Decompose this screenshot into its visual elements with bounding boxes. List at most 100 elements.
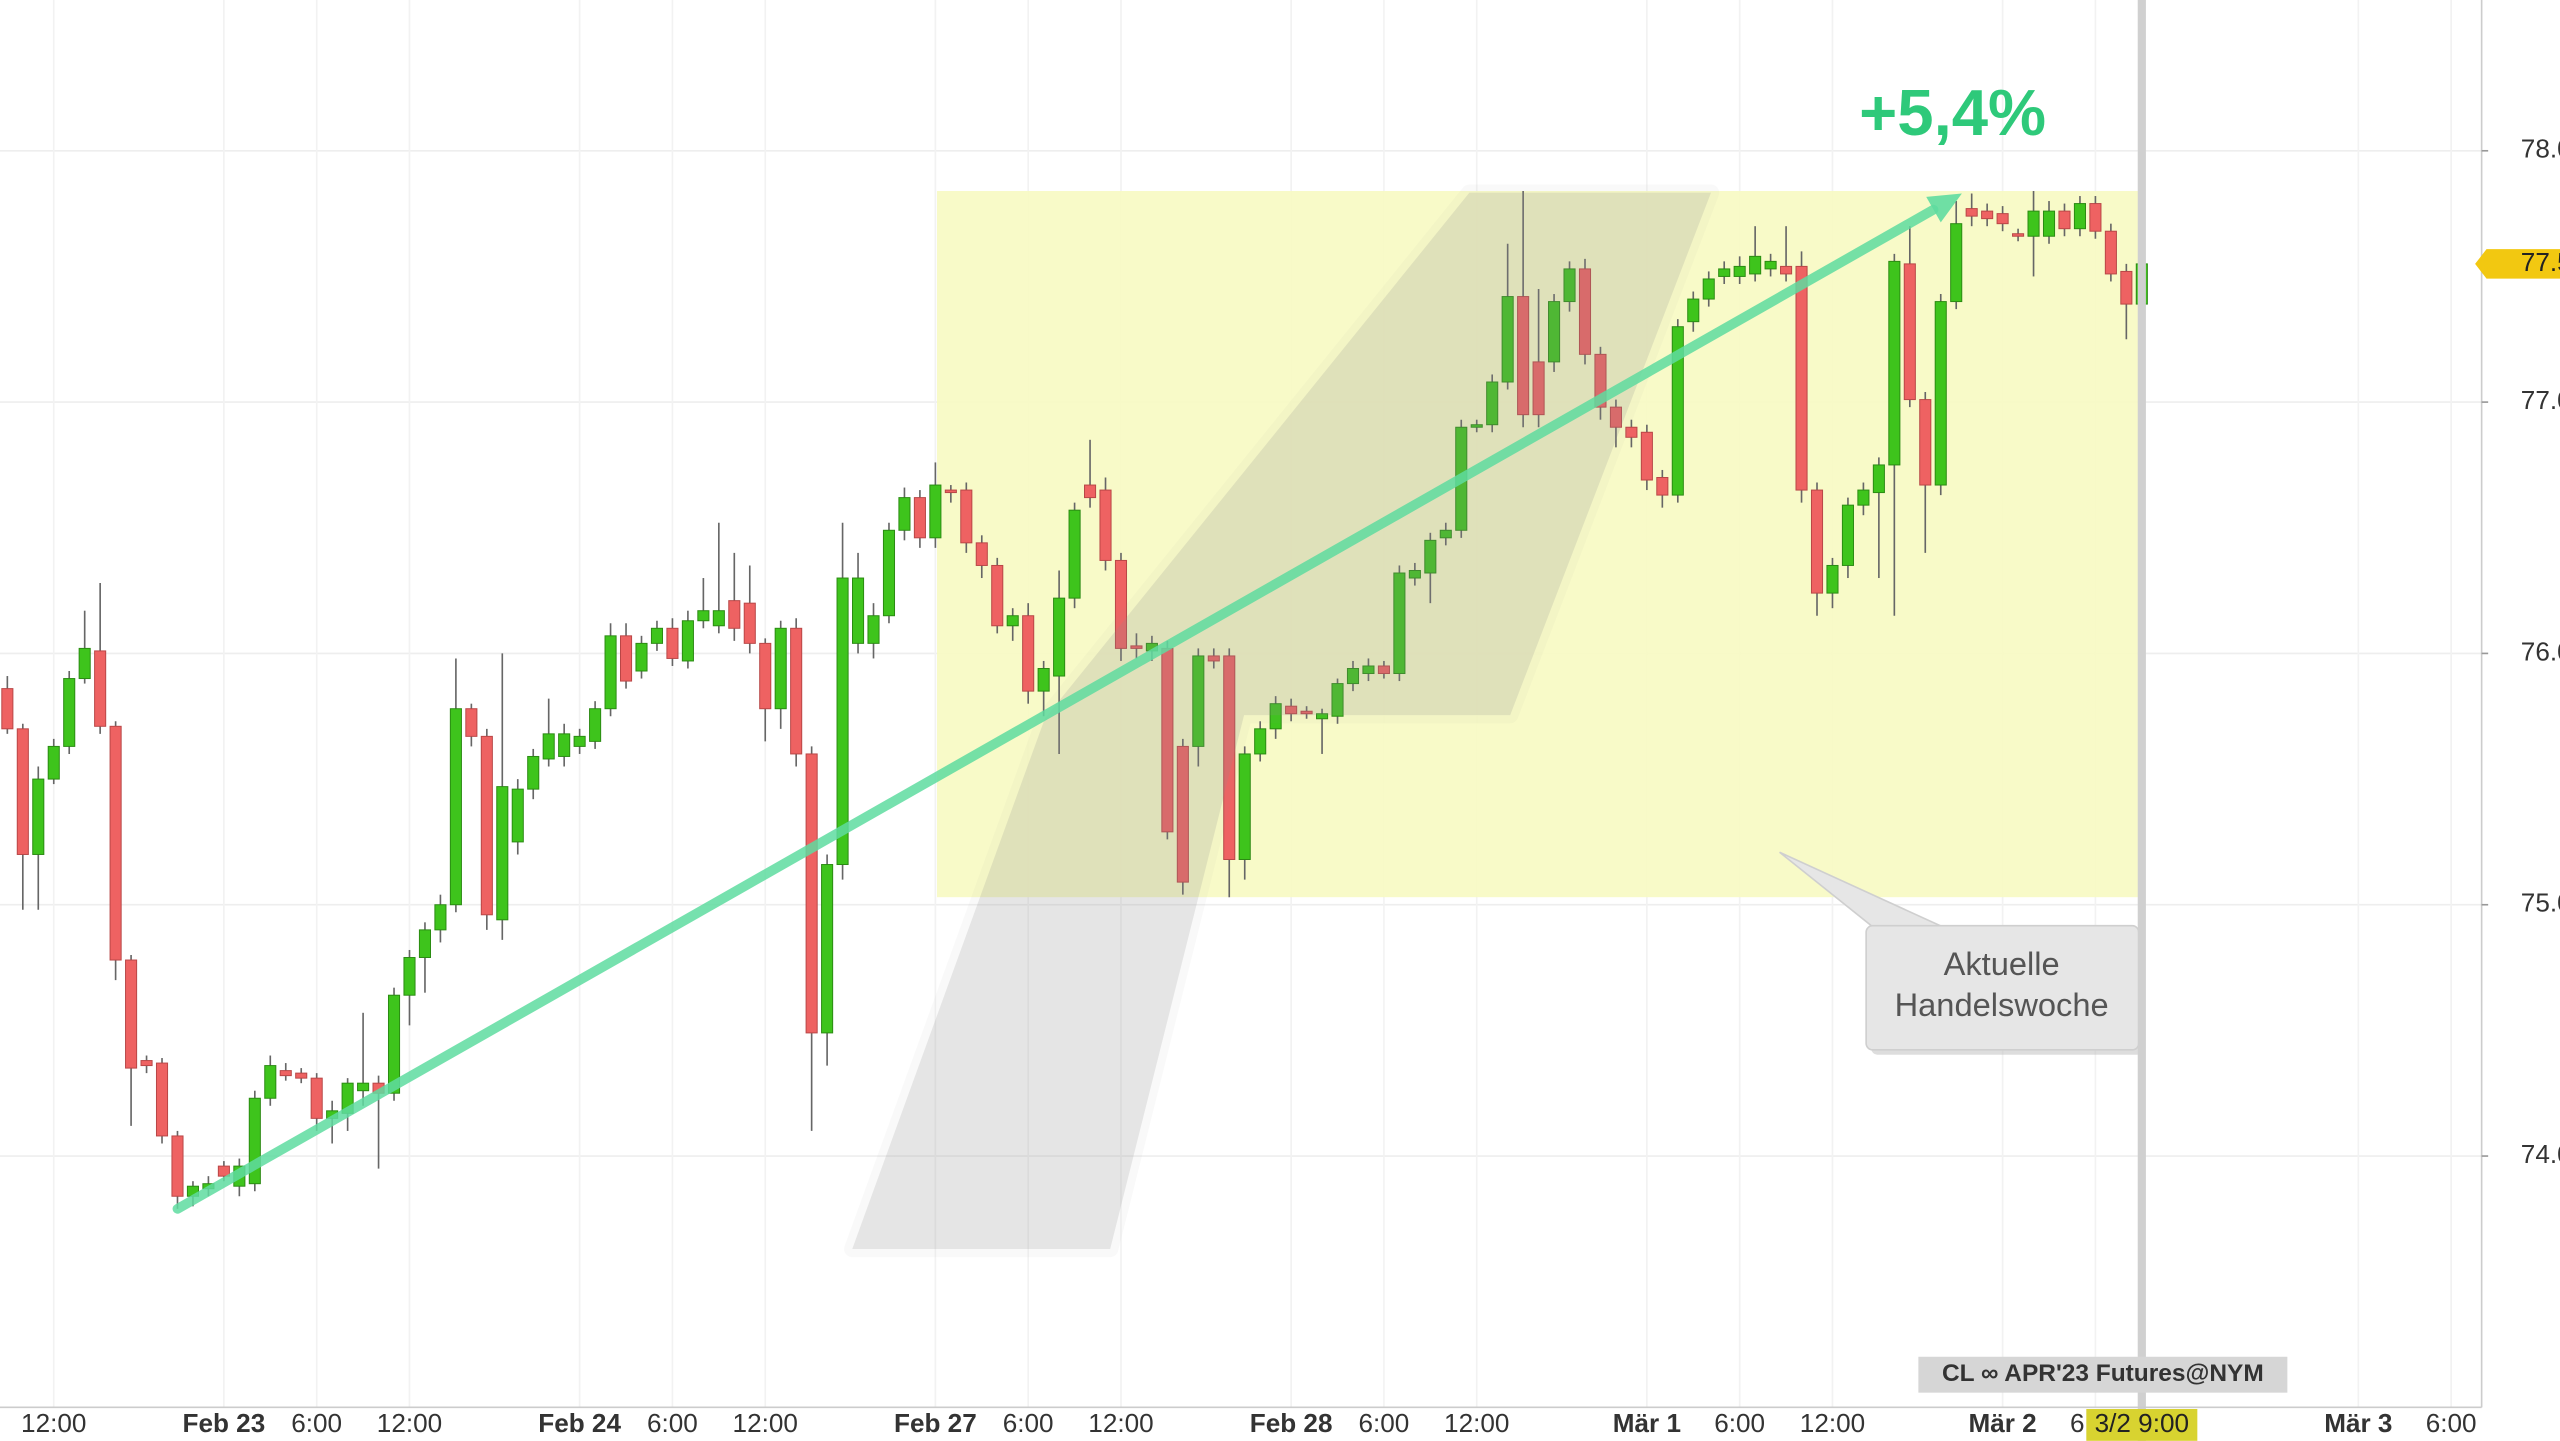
candle-body bbox=[681, 620, 694, 662]
candle-body bbox=[944, 489, 957, 494]
callout-text: Aktuelle bbox=[1944, 945, 2060, 982]
crosshair-label-box bbox=[2086, 1408, 2198, 1441]
candle-body bbox=[1176, 745, 1189, 883]
candle-body bbox=[78, 647, 91, 680]
candle-body bbox=[790, 627, 803, 755]
candle-body bbox=[1919, 399, 1932, 486]
y-tick-label: 75.00 bbox=[2521, 888, 2560, 918]
candle-body bbox=[635, 642, 648, 672]
candle-body bbox=[1764, 260, 1777, 270]
candle-body bbox=[403, 957, 416, 996]
candle-body bbox=[295, 1072, 308, 1079]
candle-body bbox=[434, 904, 447, 931]
candle-body bbox=[1130, 645, 1143, 649]
candle-body bbox=[1872, 464, 1885, 494]
candle-body bbox=[32, 778, 45, 855]
trend-arrow bbox=[172, 204, 1939, 1214]
x-tick-label: 6:00 bbox=[2426, 1408, 2477, 1438]
candle-body bbox=[1053, 597, 1066, 677]
candle-body bbox=[511, 788, 524, 843]
x-tick-label: 12:00 bbox=[21, 1408, 86, 1438]
x-tick-label: 12:00 bbox=[733, 1408, 798, 1438]
candle-body bbox=[357, 1082, 370, 1092]
candle-body bbox=[1857, 489, 1870, 506]
x-tick-label: 6:00 bbox=[1003, 1408, 1054, 1438]
candle-body bbox=[805, 753, 818, 1034]
candle-body bbox=[1300, 710, 1313, 715]
candle-body bbox=[821, 864, 834, 1034]
candle-body bbox=[1795, 265, 1808, 491]
candle-body bbox=[387, 994, 401, 1094]
candle-body bbox=[2089, 203, 2102, 232]
candle-body bbox=[913, 497, 926, 539]
candle-body bbox=[1780, 265, 1793, 275]
candle-body bbox=[465, 708, 478, 737]
candle-body bbox=[2012, 233, 2025, 237]
candle-body bbox=[1532, 361, 1545, 416]
candle-body bbox=[94, 650, 107, 727]
candle-body bbox=[1517, 296, 1530, 416]
candle-body bbox=[712, 610, 725, 627]
candle-body bbox=[1424, 539, 1437, 574]
candle-body bbox=[975, 542, 988, 566]
candle-body bbox=[1609, 406, 1622, 428]
candle-body bbox=[1099, 489, 1112, 561]
candle-body bbox=[1702, 278, 1715, 300]
candle-body bbox=[1331, 683, 1344, 717]
candle-body bbox=[63, 678, 76, 747]
candle-body bbox=[697, 610, 710, 622]
x-tick-label: Feb 23 bbox=[183, 1408, 266, 1438]
candle-body bbox=[1006, 615, 1019, 627]
chart-title: CL ∞ APR'23 Futures@NYM bbox=[1942, 1360, 2264, 1387]
candle-body bbox=[1207, 655, 1220, 662]
candle-body bbox=[1084, 484, 1097, 499]
candle-body bbox=[16, 728, 29, 855]
candle-body bbox=[1316, 713, 1329, 720]
trend-arrow-head bbox=[1926, 193, 1962, 223]
candle-body bbox=[480, 735, 493, 916]
candle-body bbox=[774, 627, 787, 710]
candle-body bbox=[619, 635, 633, 682]
x-tick-label: Mär 1 bbox=[1613, 1408, 1681, 1438]
candle-body bbox=[1022, 615, 1035, 692]
candle-body bbox=[109, 725, 122, 961]
candle-body bbox=[650, 627, 664, 644]
candle-body bbox=[1486, 381, 1499, 426]
candle-body bbox=[1068, 509, 1081, 599]
candle-body bbox=[960, 489, 973, 544]
candle-body bbox=[573, 735, 586, 747]
candle-body bbox=[1408, 569, 1421, 579]
candle-body bbox=[1114, 559, 1128, 649]
candle-body bbox=[991, 564, 1004, 627]
candle-body bbox=[217, 1165, 230, 1177]
candle-body bbox=[1625, 426, 1638, 438]
candle-body bbox=[1841, 504, 1854, 566]
x-tick-label: 6:00 bbox=[647, 1408, 698, 1438]
candle-body bbox=[604, 635, 617, 710]
candle-body bbox=[743, 602, 756, 644]
candle-body bbox=[449, 708, 462, 906]
candle-body bbox=[1718, 268, 1731, 277]
candle-body bbox=[759, 642, 772, 710]
x-tick-label: 6:00 bbox=[1714, 1408, 1765, 1438]
candle-body bbox=[125, 959, 138, 1069]
x-tick-label: 6:00 bbox=[291, 1408, 342, 1438]
candle-body bbox=[1903, 263, 1916, 401]
x-tick-label: Mär 3 bbox=[2324, 1408, 2392, 1438]
candle-body bbox=[1393, 572, 1406, 675]
y-tick-label: 78.00 bbox=[2521, 134, 2560, 164]
candle-body bbox=[171, 1135, 184, 1197]
candle-body bbox=[1996, 213, 2009, 225]
candle-body bbox=[527, 755, 540, 790]
candle-body bbox=[248, 1097, 261, 1185]
candle-body bbox=[279, 1070, 292, 1077]
candle-body bbox=[542, 733, 555, 760]
candle-body bbox=[2042, 210, 2056, 237]
x-tick-label: Feb 27 bbox=[894, 1408, 977, 1438]
candle-body bbox=[1888, 260, 1901, 466]
candle-body bbox=[1594, 353, 1607, 408]
candle-body bbox=[882, 529, 896, 617]
candle-body bbox=[1362, 665, 1375, 675]
candle-body bbox=[666, 627, 679, 659]
